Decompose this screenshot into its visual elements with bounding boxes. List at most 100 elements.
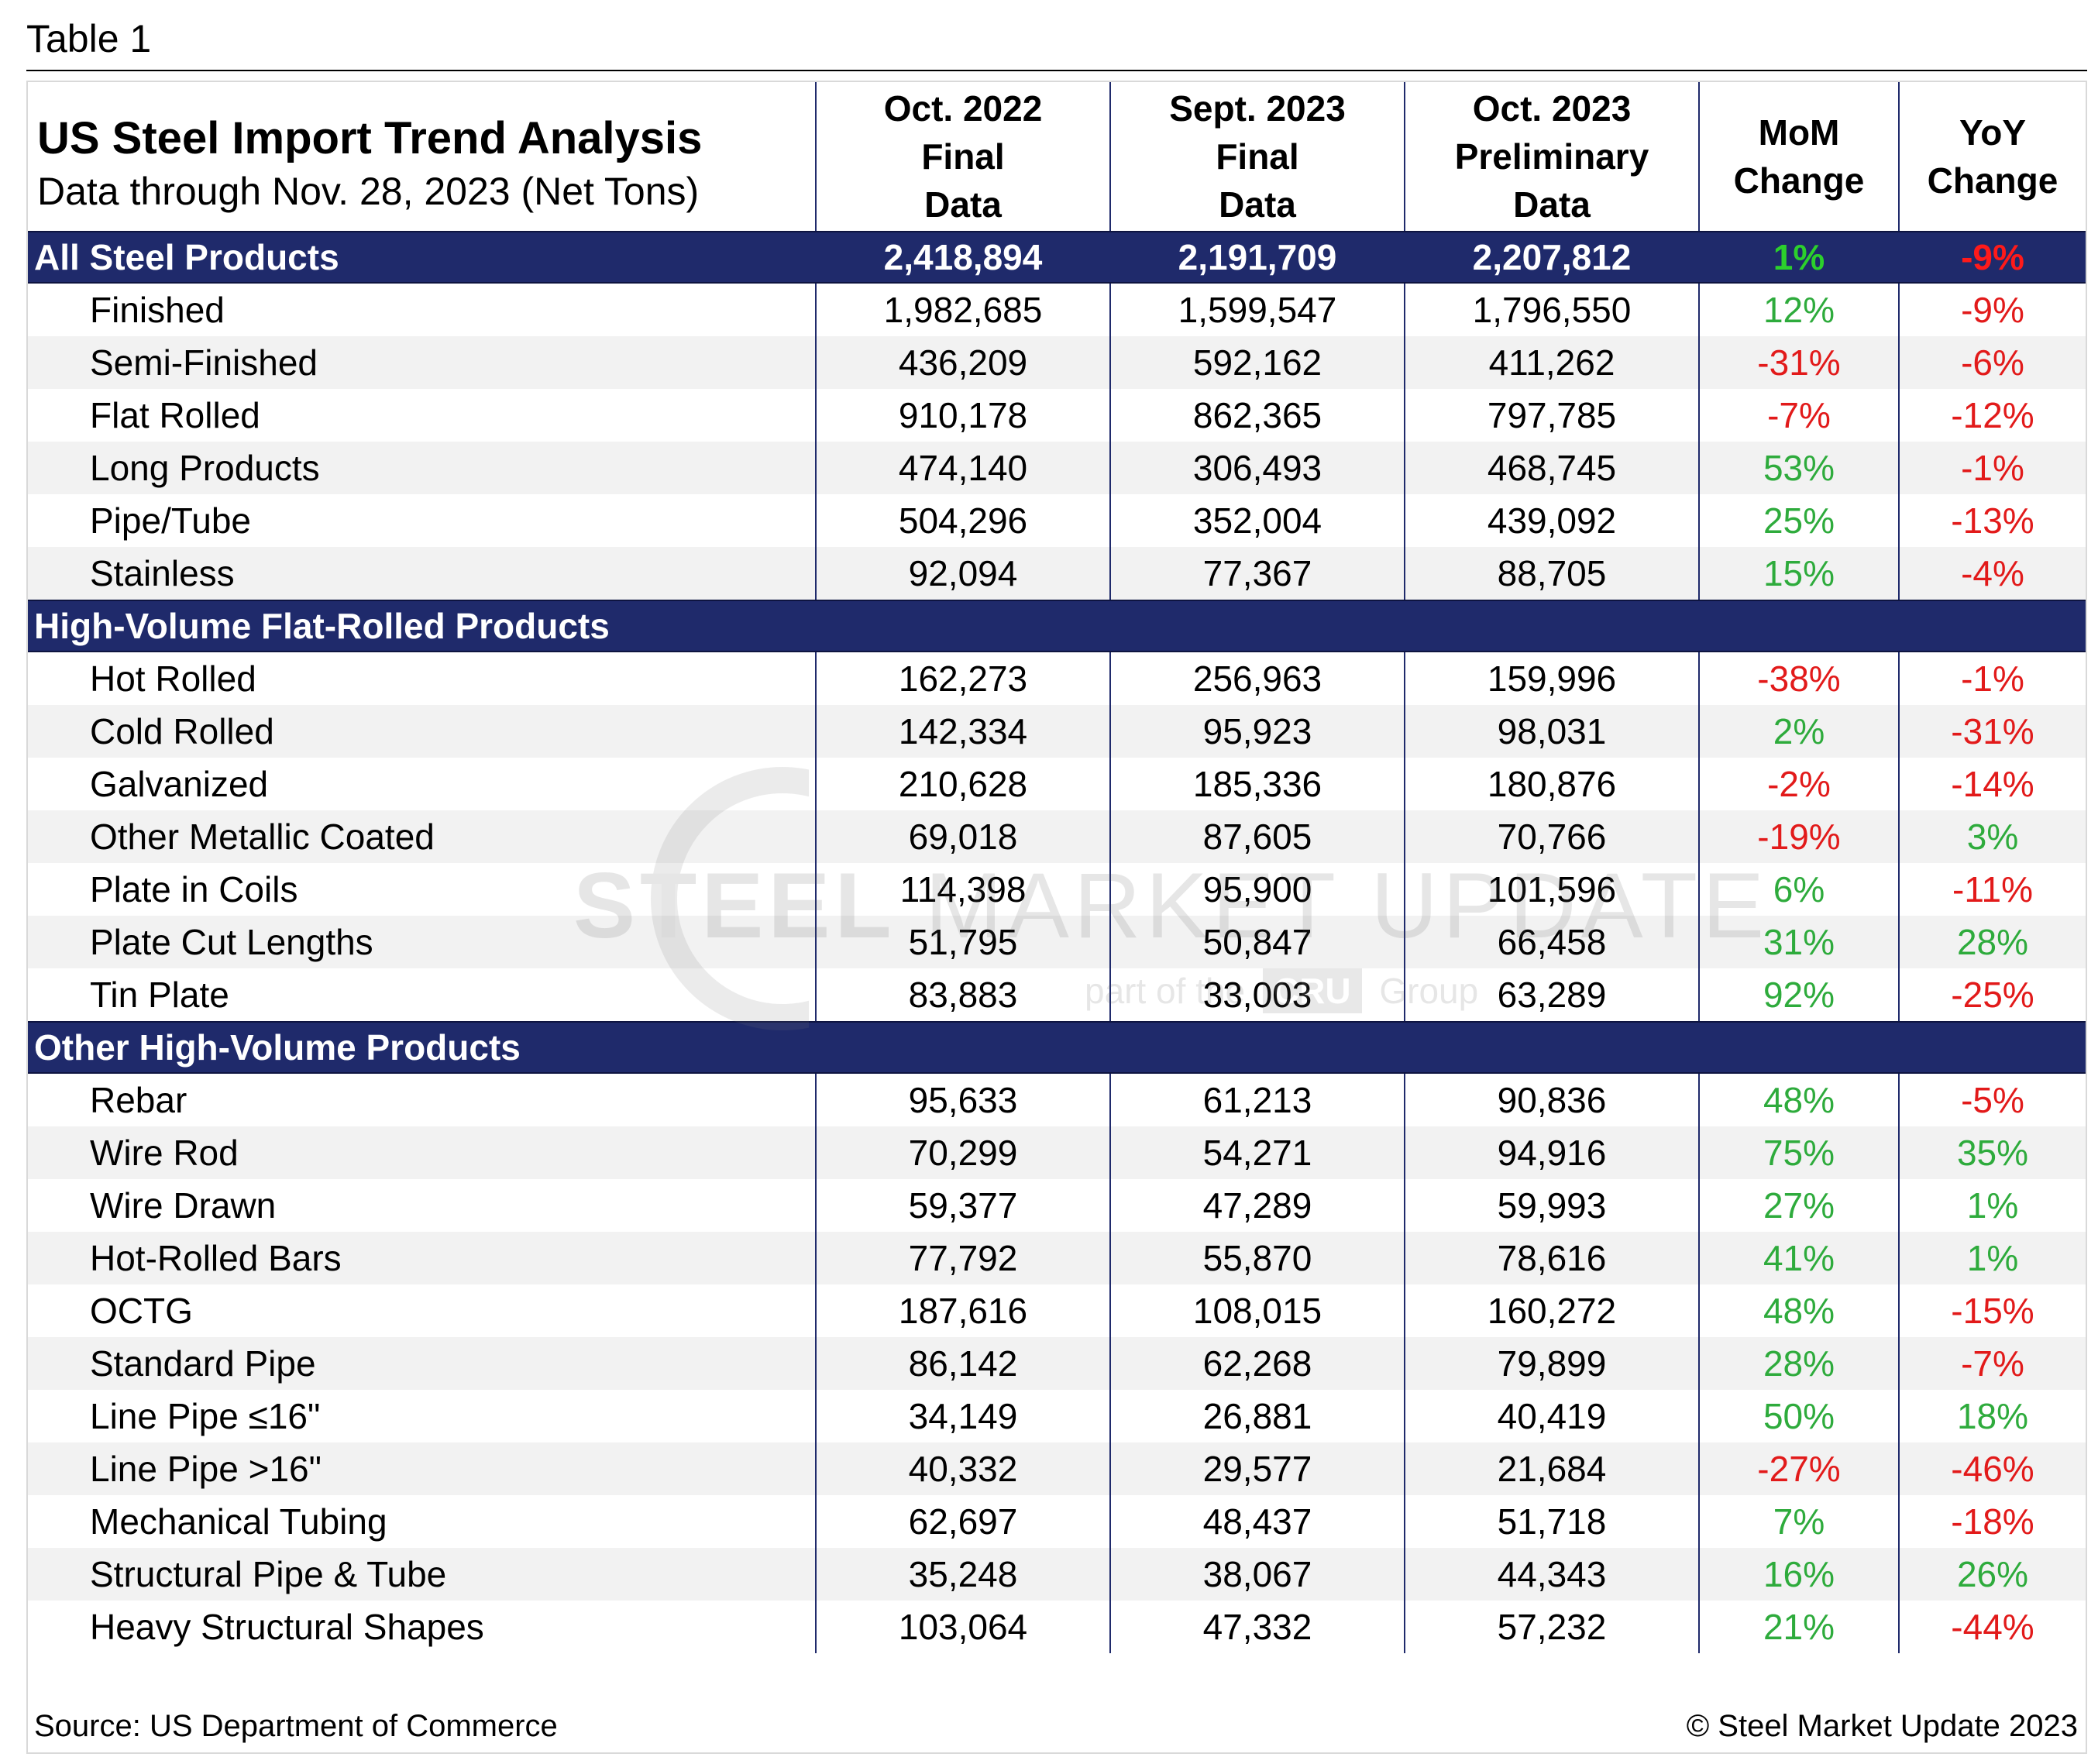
mom-change-cell: 75% bbox=[1700, 1126, 1900, 1179]
oct-2023-cell: 90,836 bbox=[1405, 1074, 1700, 1126]
sept-2023-cell: 256,963 bbox=[1111, 652, 1405, 705]
sept-2023-cell: 306,493 bbox=[1111, 442, 1405, 494]
section-mom-change-cell bbox=[1700, 1023, 1900, 1072]
oct-2023-cell: 44,343 bbox=[1405, 1548, 1700, 1601]
section-oct-2022-cell: 2,418,894 bbox=[817, 232, 1111, 282]
oct-2023-cell: 21,684 bbox=[1405, 1442, 1700, 1495]
sept-2023-cell: 185,336 bbox=[1111, 758, 1405, 810]
yoy-change-cell: -6% bbox=[1961, 342, 2024, 383]
mom-change-cell: 48% bbox=[1700, 1284, 1900, 1337]
yoy-change-cell: 1% bbox=[1966, 1185, 2019, 1226]
table-row: Cold Rolled 142,334 95,923 98,031 2% -31% bbox=[28, 705, 2086, 758]
section-header-row: All Steel Products 2,418,894 2,191,709 2,20… bbox=[28, 231, 2086, 284]
sept-2023-cell: 29,577 bbox=[1111, 1442, 1405, 1495]
oct-2023-cell: 59,993 bbox=[1405, 1179, 1700, 1232]
oct-2023-cell: 66,458 bbox=[1405, 916, 1700, 968]
yoy-change-cell: -44% bbox=[1951, 1607, 2034, 1647]
yoy-change-cell: 35% bbox=[1956, 1133, 2029, 1173]
sept-2023-cell: 47,332 bbox=[1111, 1601, 1405, 1653]
product-name-cell: Standard Pipe bbox=[28, 1337, 817, 1390]
column-header-oct-2023: Oct. 2023 Preliminary Data bbox=[1405, 82, 1700, 231]
table-row: Structural Pipe & Tube 35,248 38,067 44,343… bbox=[28, 1548, 2086, 1601]
oct-2022-cell: 35,248 bbox=[817, 1548, 1111, 1601]
mom-change-cell: 27% bbox=[1700, 1179, 1900, 1232]
section-oct-2023-cell bbox=[1405, 601, 1700, 651]
mom-change-cell: 41% bbox=[1700, 1232, 1900, 1284]
sept-2023-cell: 55,870 bbox=[1111, 1232, 1405, 1284]
table-row: Plate Cut Lengths 51,795 50,847 66,458 31% 28… bbox=[28, 916, 2086, 968]
oct-2023-cell: 101,596 bbox=[1405, 863, 1700, 916]
column-header-line: Final bbox=[921, 136, 1005, 177]
yoy-change-cell: -7% bbox=[1961, 1343, 2024, 1384]
product-name-cell: OCTG bbox=[28, 1284, 817, 1337]
table-row: Wire Rod 70,299 54,271 94,916 75% 35% bbox=[28, 1126, 2086, 1179]
oct-2022-cell: 69,018 bbox=[817, 810, 1111, 863]
yoy-change-cell: -31% bbox=[1951, 711, 2034, 751]
section-sept-2023-cell bbox=[1111, 601, 1405, 651]
sept-2023-cell: 47,289 bbox=[1111, 1179, 1405, 1232]
section-header-row: High-Volume Flat-Rolled Products bbox=[28, 600, 2086, 652]
sept-2023-cell: 95,923 bbox=[1111, 705, 1405, 758]
table-subtitle: Data through Nov. 28, 2023 (Net Tons) bbox=[37, 170, 700, 213]
oct-2022-cell: 210,628 bbox=[817, 758, 1111, 810]
oct-2022-cell: 103,064 bbox=[817, 1601, 1111, 1653]
yoy-change-cell: -11% bbox=[1952, 869, 2033, 910]
table-title-cell: US Steel Import Trend Analysis Data thro… bbox=[28, 82, 817, 231]
oct-2023-cell: 797,785 bbox=[1405, 389, 1700, 442]
caption-divider bbox=[26, 70, 2087, 71]
mom-change-cell: 7% bbox=[1700, 1495, 1900, 1548]
sept-2023-cell: 87,605 bbox=[1111, 810, 1405, 863]
yoy-change-cell: 28% bbox=[1956, 922, 2029, 962]
product-name-cell: Pipe/Tube bbox=[28, 494, 817, 547]
column-header-line: Data bbox=[1513, 184, 1591, 225]
oct-2023-cell: 180,876 bbox=[1405, 758, 1700, 810]
yoy-change-cell: -5% bbox=[1961, 1080, 2024, 1120]
sept-2023-cell: 62,268 bbox=[1111, 1337, 1405, 1390]
mom-change-cell: 15% bbox=[1700, 547, 1900, 600]
product-name-cell: Plate Cut Lengths bbox=[28, 916, 817, 968]
oct-2022-cell: 51,795 bbox=[817, 916, 1111, 968]
oct-2022-cell: 162,273 bbox=[817, 652, 1111, 705]
source-note: Source: US Department of Commerce bbox=[34, 1709, 558, 1743]
column-header-mom: MoM Change bbox=[1700, 82, 1900, 231]
section-yoy-change-cell bbox=[1900, 1023, 2086, 1072]
table-header-row: US Steel Import Trend Analysis Data thro… bbox=[28, 82, 2086, 231]
mom-change-cell: -38% bbox=[1700, 652, 1900, 705]
product-name-cell: Line Pipe ≤16" bbox=[28, 1390, 817, 1442]
mom-change-cell: 21% bbox=[1700, 1601, 1900, 1653]
oct-2022-cell: 1,982,685 bbox=[817, 284, 1111, 336]
oct-2022-cell: 59,377 bbox=[817, 1179, 1111, 1232]
table-row: Heavy Structural Shapes 103,064 47,332 57,2… bbox=[28, 1601, 2086, 1653]
oct-2023-cell: 70,766 bbox=[1405, 810, 1700, 863]
yoy-change-cell: 18% bbox=[1956, 1396, 2029, 1436]
mom-change-cell: -31% bbox=[1700, 336, 1900, 389]
table-body: All Steel Products 2,418,894 2,191,709 2,20… bbox=[28, 231, 2086, 1653]
oct-2023-cell: 51,718 bbox=[1405, 1495, 1700, 1548]
section-sept-2023-cell bbox=[1111, 1023, 1405, 1072]
product-name-cell: Hot-Rolled Bars bbox=[28, 1232, 817, 1284]
product-name-cell: Flat Rolled bbox=[28, 389, 817, 442]
oct-2022-cell: 114,398 bbox=[817, 863, 1111, 916]
mom-change-cell: -2% bbox=[1700, 758, 1900, 810]
table-row: Plate in Coils 114,398 95,900 101,596 6% -11% bbox=[28, 863, 2086, 916]
sept-2023-cell: 95,900 bbox=[1111, 863, 1405, 916]
oct-2022-cell: 504,296 bbox=[817, 494, 1111, 547]
table-row: Mechanical Tubing 62,697 48,437 51,718 7% -18… bbox=[28, 1495, 2086, 1548]
column-header-line: Oct. 2023 bbox=[1472, 88, 1632, 129]
yoy-change-cell: 3% bbox=[1966, 817, 2019, 857]
oct-2022-cell: 474,140 bbox=[817, 442, 1111, 494]
oct-2023-cell: 160,272 bbox=[1405, 1284, 1700, 1337]
column-header-line: YoY bbox=[1959, 112, 2027, 153]
yoy-change-cell: -15% bbox=[1951, 1291, 2034, 1331]
mom-change-cell: 25% bbox=[1700, 494, 1900, 547]
section-oct-2022-cell bbox=[817, 601, 1111, 651]
sept-2023-cell: 1,599,547 bbox=[1111, 284, 1405, 336]
section-label: Other High-Volume Products bbox=[28, 1023, 817, 1072]
mom-change-cell: 92% bbox=[1700, 968, 1900, 1021]
table-row: Rebar 95,633 61,213 90,836 48% -5% bbox=[28, 1074, 2086, 1126]
section-sept-2023-cell: 2,191,709 bbox=[1111, 232, 1405, 282]
yoy-change-cell: -14% bbox=[1951, 764, 2034, 804]
sept-2023-cell: 38,067 bbox=[1111, 1548, 1405, 1601]
table-row: Tin Plate 83,883 33,003 63,289 92% -25% bbox=[28, 968, 2086, 1021]
mom-change-cell: 12% bbox=[1700, 284, 1900, 336]
